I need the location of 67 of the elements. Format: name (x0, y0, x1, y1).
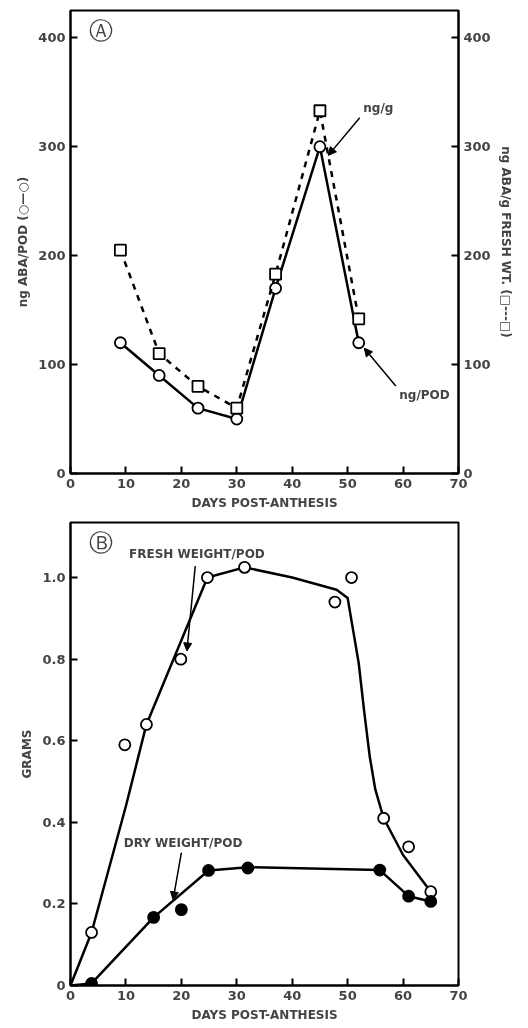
x-tick-label: 40 (283, 987, 302, 1003)
x-tick-label: 60 (394, 987, 413, 1003)
point (118, 738, 132, 752)
annotation: Ⓐ (88, 16, 113, 45)
x-axis-title: DAYS POST-ANTHESIS (191, 1007, 338, 1022)
x-tick-label: 50 (338, 475, 357, 491)
point (201, 571, 214, 584)
y2-tick-label: 300 (463, 139, 491, 155)
y-tick-label: 0.8 (42, 651, 66, 667)
x-axis-title: DAYS POST-ANTHESIS (191, 495, 338, 510)
y-tick-label: 0.4 (42, 814, 66, 830)
y-axis-title: GRAMS (20, 729, 35, 779)
y-tick-label: 400 (38, 30, 66, 46)
point (147, 910, 161, 924)
y-tick-label: 0.6 (42, 733, 66, 749)
point (152, 347, 166, 361)
point (402, 889, 416, 903)
point (313, 104, 327, 118)
point (238, 560, 251, 574)
point (269, 281, 282, 295)
x-tick-label: 30 (227, 987, 246, 1003)
annotation: Ⓑ (88, 528, 113, 557)
x-tick-label: 30 (227, 475, 246, 491)
point (269, 267, 282, 281)
annotation: ng/g (363, 101, 394, 116)
point (140, 718, 153, 731)
point (113, 243, 127, 257)
y-axis-title: ng ABA/POD (○—○) (16, 176, 31, 308)
point (328, 595, 342, 609)
point (373, 863, 387, 877)
x-tick-label: 20 (172, 987, 191, 1003)
point (113, 336, 127, 350)
y2-tick-label: 200 (463, 248, 491, 264)
y-tick-label: 0.2 (42, 896, 66, 912)
point (191, 379, 205, 393)
annotation: DRY WEIGHT/POD (123, 835, 243, 850)
point (402, 840, 416, 854)
point (174, 903, 188, 917)
x-tick-label: 70 (449, 987, 468, 1003)
point (352, 336, 366, 350)
point (377, 811, 391, 825)
annotation: FRESH WEIGHT/POD (128, 547, 265, 561)
point (202, 864, 215, 877)
point (152, 369, 166, 382)
point (174, 652, 188, 666)
x-tick-label: 10 (116, 475, 135, 491)
y2-axis-title: ng ABA/g FRESH WT. (□---□) (498, 146, 513, 338)
annotation: ng/POD (399, 388, 450, 403)
y-tick-label: 1.0 (42, 570, 66, 586)
point (85, 926, 98, 939)
x-tick-label: 50 (338, 987, 357, 1003)
x-tick-label: 60 (394, 475, 413, 491)
point (345, 571, 358, 584)
x-tick-label: 10 (116, 987, 135, 1003)
point (241, 861, 255, 875)
y-tick-label: 100 (38, 357, 66, 373)
y-tick-label: 300 (38, 139, 66, 155)
x-tick-label: 40 (283, 475, 302, 491)
point (313, 140, 327, 154)
point (352, 312, 366, 326)
y2-tick-label: 400 (463, 30, 491, 46)
x-tick-label: 20 (172, 475, 191, 491)
y-tick-label: 200 (38, 248, 66, 264)
point (191, 401, 205, 415)
y2-tick-label: 100 (463, 357, 491, 373)
point (424, 895, 438, 908)
point (230, 401, 244, 415)
